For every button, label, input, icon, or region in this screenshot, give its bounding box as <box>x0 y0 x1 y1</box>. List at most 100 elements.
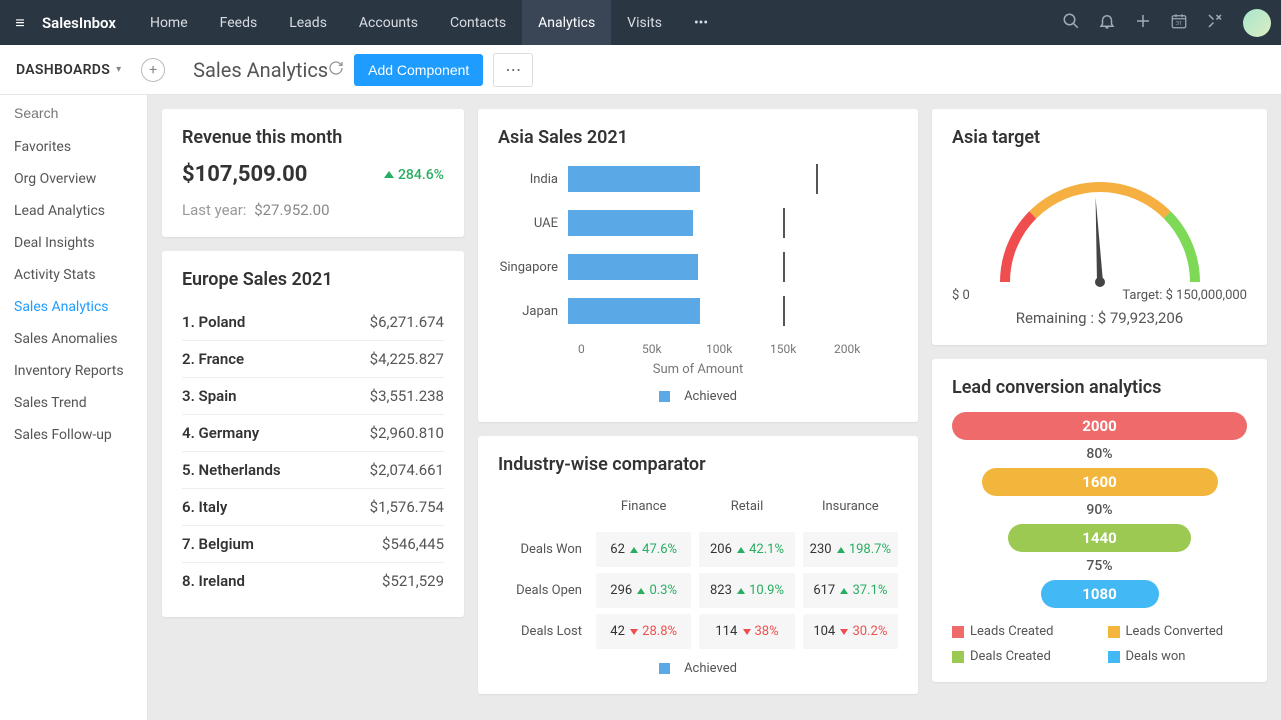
more-menu-button[interactable]: ⋯ <box>493 53 533 87</box>
bar-label: India <box>498 172 568 187</box>
sidebar: FavoritesOrg OverviewLead AnalyticsDeal … <box>0 95 148 720</box>
down-arrow-icon <box>743 629 751 635</box>
sidebar-item-org-overview[interactable]: Org Overview <box>0 163 147 195</box>
funnel-step[interactable]: 1600 <box>982 468 1218 496</box>
comparator-cell: 42 28.8% <box>596 614 691 649</box>
bar-label: Japan <box>498 304 568 319</box>
bar-target-marker <box>816 164 818 194</box>
funnel-legend-item: Leads Created <box>952 624 1092 639</box>
europe-row: 1. Poland $6,271.674 <box>182 304 444 341</box>
comparator-cell: 823 10.9% <box>699 573 794 608</box>
add-component-button[interactable]: Add Component <box>354 54 483 86</box>
up-arrow-icon <box>384 171 394 178</box>
europe-amount: $521,529 <box>382 572 444 590</box>
bar-row: Singapore <box>498 250 898 284</box>
sidebar-item-sales-follow-up[interactable]: Sales Follow-up <box>0 419 147 451</box>
comparator-row-header: Deals Open <box>498 583 588 598</box>
nav-item-accounts[interactable]: Accounts <box>343 0 434 45</box>
nav-item-feeds[interactable]: Feeds <box>204 0 274 45</box>
svg-text:31: 31 <box>1176 20 1182 26</box>
gauge-max: Target: $ 150,000,000 <box>1122 288 1247 303</box>
top-nav: ≡ SalesInbox HomeFeedsLeadsAccountsConta… <box>0 0 1281 45</box>
sidebar-item-sales-analytics[interactable]: Sales Analytics <box>0 291 147 323</box>
funnel-step[interactable]: 2000 <box>952 412 1247 440</box>
axis-tick: 100k <box>706 342 770 356</box>
revenue-change: 284.6% <box>384 167 444 183</box>
search-icon[interactable] <box>1053 12 1089 34</box>
axis-tick: 0 <box>578 342 642 356</box>
sidebar-item-deal-insights[interactable]: Deal Insights <box>0 227 147 259</box>
funnel-title: Lead conversion analytics <box>952 377 1247 398</box>
refresh-icon[interactable] <box>328 60 344 80</box>
bar-row: UAE <box>498 206 898 240</box>
funnel-pct: 75% <box>1086 558 1112 574</box>
comparator-cell: 230 198.7% <box>803 532 898 567</box>
comparator-col-header: Finance <box>596 489 691 526</box>
nav-item-home[interactable]: Home <box>134 0 204 45</box>
up-arrow-icon <box>737 547 745 553</box>
sidebar-item-activity-stats[interactable]: Activity Stats <box>0 259 147 291</box>
sidebar-item-lead-analytics[interactable]: Lead Analytics <box>0 195 147 227</box>
page-title: Sales Analytics <box>193 58 328 82</box>
chevron-down-icon[interactable]: ▾ <box>116 64 121 75</box>
user-avatar[interactable] <box>1243 9 1271 37</box>
europe-row: 8. Ireland$521,529 <box>182 563 444 599</box>
comparator-cell: 296 0.3% <box>596 573 691 608</box>
revenue-last-label: Last year: <box>182 201 246 219</box>
comparator-card: Industry-wise comparator FinanceRetailIn… <box>478 436 918 694</box>
europe-rank: 6. Italy <box>182 498 227 516</box>
europe-amount: $1,576.754 <box>370 498 444 516</box>
nav-more[interactable]: ••• <box>678 0 724 45</box>
up-arrow-icon <box>840 588 848 594</box>
plus-icon[interactable] <box>1125 12 1161 34</box>
nav-item-leads[interactable]: Leads <box>273 0 343 45</box>
bell-icon[interactable] <box>1089 12 1125 34</box>
comparator-title: Industry-wise comparator <box>498 454 898 475</box>
up-arrow-icon <box>637 588 645 594</box>
comparator-row-header: Deals Lost <box>498 624 588 639</box>
comparator-cell: 62 47.6% <box>596 532 691 567</box>
europe-row: 2. France$4,225.827 <box>182 341 444 378</box>
up-arrow-icon <box>837 547 845 553</box>
comparator-col-header: Retail <box>699 489 794 526</box>
nav-item-contacts[interactable]: Contacts <box>434 0 522 45</box>
comparator-legend-label: Achieved <box>684 661 737 676</box>
sidebar-item-favorites[interactable]: Favorites <box>0 131 147 163</box>
funnel-legend-item: Deals Created <box>952 649 1092 664</box>
europe-rank: 4. Germany <box>182 424 259 442</box>
funnel-legend-item: Leads Converted <box>1108 624 1248 639</box>
europe-amount: $6,271.674 <box>370 313 444 331</box>
revenue-card: Revenue this month $107,509.00 284.6% La… <box>162 109 464 237</box>
tools-icon[interactable] <box>1197 12 1233 34</box>
sidebar-item-inventory-reports[interactable]: Inventory Reports <box>0 355 147 387</box>
down-arrow-icon <box>840 629 848 635</box>
sidebar-item-sales-trend[interactable]: Sales Trend <box>0 387 147 419</box>
hamburger-icon[interactable]: ≡ <box>0 13 40 33</box>
nav-item-visits[interactable]: Visits <box>611 0 678 45</box>
calendar-icon[interactable]: 31 <box>1161 12 1197 34</box>
bar-row: India <box>498 162 898 196</box>
target-title: Asia target <box>952 127 1247 148</box>
target-card: Asia target $ 0 Target: $ 150,000,000 Re… <box>932 109 1267 345</box>
europe-rank: 5. Netherlands <box>182 461 281 479</box>
revenue-change-value: 284.6% <box>398 167 444 183</box>
sidebar-item-sales-anomalies[interactable]: Sales Anomalies <box>0 323 147 355</box>
europe-amount: $2,074.661 <box>370 461 444 479</box>
europe-row: 6. Italy $1,576.754 <box>182 489 444 526</box>
dashboards-label[interactable]: DASHBOARDS <box>16 62 110 78</box>
europe-row: 5. Netherlands $2,074.661 <box>182 452 444 489</box>
funnel-step[interactable]: 1080 <box>1041 580 1159 608</box>
europe-rank: 1. Poland <box>182 313 245 331</box>
gauge-min: $ 0 <box>952 288 970 303</box>
sub-bar: DASHBOARDS ▾ + Sales Analytics Add Compo… <box>0 45 1281 95</box>
asia-legend-label: Achieved <box>684 389 737 404</box>
comparator-col-header: Insurance <box>803 489 898 526</box>
axis-tick: 150k <box>770 342 834 356</box>
bar-target-marker <box>783 208 785 238</box>
add-dashboard-button[interactable]: + <box>141 58 165 82</box>
funnel-step[interactable]: 1440 <box>1008 524 1191 552</box>
revenue-last-value: $27.952.00 <box>254 201 329 219</box>
sidebar-search-input[interactable] <box>0 95 147 131</box>
brand-label: SalesInbox <box>40 14 134 32</box>
nav-item-analytics[interactable]: Analytics <box>522 0 611 45</box>
